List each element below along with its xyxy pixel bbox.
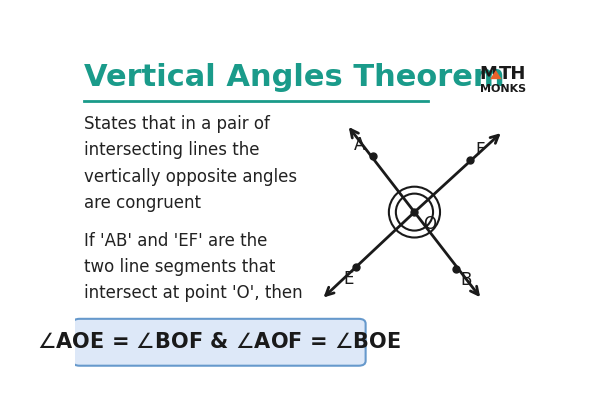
- Text: States that in a pair of
intersecting lines the
vertically opposite angles
are c: States that in a pair of intersecting li…: [84, 115, 298, 212]
- Text: TH: TH: [499, 65, 526, 83]
- Text: If 'AB' and 'EF' are the
two line segments that
intersect at point 'O', then: If 'AB' and 'EF' are the two line segmen…: [84, 231, 303, 302]
- Text: E: E: [344, 270, 354, 288]
- Text: F: F: [476, 141, 485, 159]
- Text: M: M: [479, 65, 497, 83]
- Polygon shape: [490, 70, 502, 79]
- Text: B: B: [460, 271, 472, 289]
- Text: A: A: [354, 136, 365, 154]
- Text: Vertical Angles Theorem: Vertical Angles Theorem: [84, 63, 505, 92]
- Text: $\angle$AOE = $\angle$BOF & $\angle$AOF = $\angle$BOE: $\angle$AOE = $\angle$BOF & $\angle$AOF …: [37, 332, 401, 352]
- Text: O: O: [423, 215, 436, 234]
- FancyBboxPatch shape: [73, 319, 365, 366]
- Text: MONKS: MONKS: [481, 84, 527, 94]
